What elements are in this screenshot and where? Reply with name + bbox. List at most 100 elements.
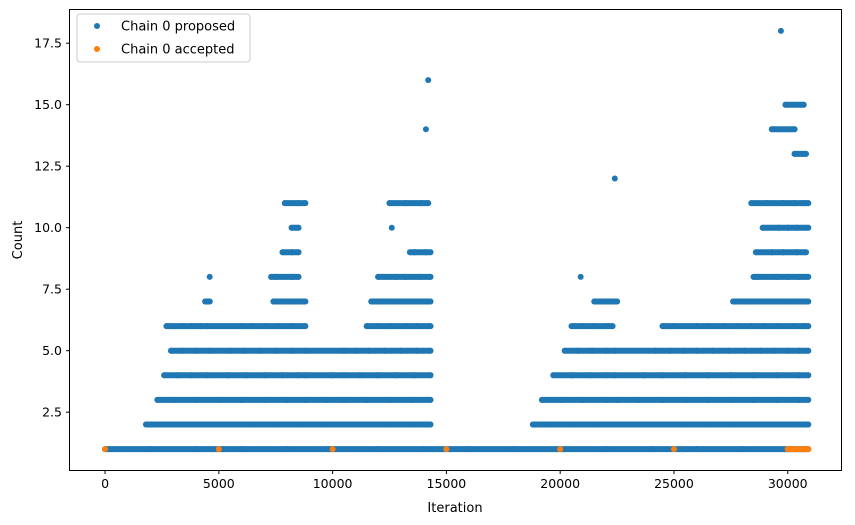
data-point <box>609 323 616 330</box>
data-point <box>420 298 427 305</box>
data-point <box>591 323 598 330</box>
data-point <box>402 200 409 207</box>
data-point <box>805 396 812 403</box>
data-point <box>670 323 677 330</box>
data-point <box>727 372 734 379</box>
data-point <box>607 298 614 305</box>
data-point <box>329 446 336 453</box>
data-point <box>693 323 700 330</box>
data-point <box>750 273 757 280</box>
data-point <box>775 224 782 231</box>
data-point <box>422 249 429 256</box>
data-point <box>418 200 425 207</box>
data-point <box>409 396 416 403</box>
data-point <box>406 249 413 256</box>
data-point <box>288 224 295 231</box>
data-point <box>302 347 309 354</box>
data-point <box>659 421 666 428</box>
legend-marker-accepted <box>94 46 100 52</box>
data-point <box>789 323 796 330</box>
data-point <box>302 200 309 207</box>
data-point <box>579 396 586 403</box>
data-point <box>238 396 245 403</box>
data-point <box>773 396 780 403</box>
data-point <box>425 200 432 207</box>
data-point <box>784 224 791 231</box>
data-point <box>780 200 787 207</box>
y-tick-label: 10.0 <box>34 220 62 235</box>
series-1 <box>102 446 812 453</box>
data-point <box>147 446 154 453</box>
data-point <box>161 372 168 379</box>
data-point <box>591 298 598 305</box>
data-point <box>261 323 268 330</box>
data-point <box>659 323 666 330</box>
data-point <box>743 298 750 305</box>
data-point <box>340 421 347 428</box>
data-point <box>427 273 434 280</box>
data-point <box>204 421 211 428</box>
data-point <box>240 347 247 354</box>
data-point <box>680 347 687 354</box>
data-point <box>761 323 768 330</box>
data-point <box>805 347 812 354</box>
data-point <box>550 372 557 379</box>
data-point <box>705 372 712 379</box>
data-point <box>402 323 409 330</box>
data-point <box>652 347 659 354</box>
data-point <box>568 323 575 330</box>
data-point <box>202 298 209 305</box>
data-point <box>602 396 609 403</box>
data-point <box>568 372 575 379</box>
data-point <box>693 446 700 453</box>
data-point <box>741 347 748 354</box>
data-point <box>748 323 755 330</box>
data-point <box>404 298 411 305</box>
data-point <box>771 347 778 354</box>
data-point <box>791 126 798 133</box>
data-point <box>614 396 621 403</box>
data-point <box>322 396 329 403</box>
data-point <box>379 298 386 305</box>
data-point <box>427 372 434 379</box>
data-point <box>295 273 302 280</box>
data-point <box>274 323 281 330</box>
data-point <box>386 421 393 428</box>
data-point <box>725 347 732 354</box>
y-tick-label: 17.5 <box>34 36 62 51</box>
data-point <box>796 396 803 403</box>
plot-frame <box>69 9 842 471</box>
data-point <box>427 347 434 354</box>
data-point <box>427 298 434 305</box>
data-point <box>352 347 359 354</box>
data-point <box>748 200 755 207</box>
data-point <box>402 273 409 280</box>
data-point <box>363 323 370 330</box>
data-point <box>598 298 605 305</box>
legend-box <box>76 13 251 63</box>
data-point <box>340 396 347 403</box>
data-point <box>768 249 775 256</box>
legend-label-proposed: Chain 0 proposed <box>121 20 235 35</box>
data-point <box>284 396 291 403</box>
x-tick-label: 10000 <box>313 476 353 491</box>
data-point <box>381 347 388 354</box>
data-point <box>791 200 798 207</box>
data-point <box>288 298 295 305</box>
data-point <box>256 347 263 354</box>
data-point <box>386 323 393 330</box>
data-point <box>193 347 200 354</box>
data-point <box>602 372 609 379</box>
data-point <box>288 323 295 330</box>
data-point <box>227 347 234 354</box>
data-point <box>188 323 195 330</box>
data-point <box>329 372 336 379</box>
data-point <box>356 372 363 379</box>
data-point <box>388 224 395 231</box>
data-point <box>636 421 643 428</box>
data-point <box>143 421 150 428</box>
data-point <box>805 446 812 453</box>
data-point <box>752 249 759 256</box>
data-point <box>577 273 584 280</box>
data-point <box>427 249 434 256</box>
